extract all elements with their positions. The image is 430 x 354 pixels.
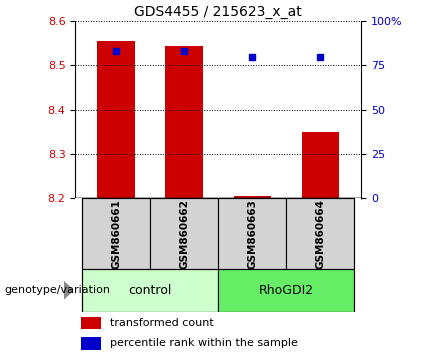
Text: percentile rank within the sample: percentile rank within the sample <box>110 338 298 348</box>
Text: RhoGDI2: RhoGDI2 <box>259 284 314 297</box>
Bar <box>81 337 101 350</box>
Bar <box>150 198 218 269</box>
Text: GSM860663: GSM860663 <box>247 199 257 269</box>
Text: GSM860662: GSM860662 <box>179 199 189 269</box>
Text: transformed count: transformed count <box>110 318 213 328</box>
Bar <box>166 46 203 198</box>
Polygon shape <box>64 282 73 299</box>
Bar <box>218 269 354 312</box>
Title: GDS4455 / 215623_x_at: GDS4455 / 215623_x_at <box>134 5 302 19</box>
Bar <box>286 198 354 269</box>
Bar <box>233 196 271 198</box>
Bar <box>301 132 339 198</box>
Text: GSM860661: GSM860661 <box>111 199 121 269</box>
Bar <box>81 316 101 329</box>
Bar <box>82 269 218 312</box>
Text: control: control <box>129 284 172 297</box>
Text: genotype/variation: genotype/variation <box>4 285 111 295</box>
Bar <box>218 198 286 269</box>
Bar <box>97 41 135 198</box>
Text: GSM860664: GSM860664 <box>315 199 326 269</box>
Bar <box>82 198 150 269</box>
